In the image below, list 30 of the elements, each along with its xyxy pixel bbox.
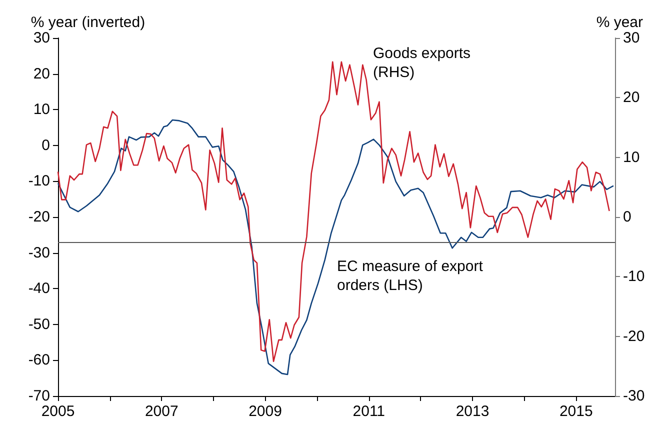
y-tick-label: -20: [28, 208, 50, 226]
y2-tick-label: 10: [623, 148, 640, 166]
y-tick-label: 10: [33, 101, 50, 118]
x-tick-label: 2005: [41, 403, 75, 420]
y2-tick-label: -20: [623, 328, 645, 345]
line-series: [57, 119, 614, 376]
y2-tick-label: 0: [623, 208, 632, 226]
y-tick-label: -70: [28, 388, 50, 404]
y2-tick-label: 20: [623, 89, 640, 106]
y2-tick-label: -10: [623, 268, 645, 286]
x-tick-label: 2015: [559, 403, 593, 420]
y-tick-label: 20: [33, 65, 50, 82]
x-tick-label: 2009: [248, 403, 282, 420]
y2-axis-title: % year: [596, 14, 643, 31]
y-tick-label: 0: [42, 136, 50, 154]
y-tick-label: -30: [28, 244, 50, 262]
y-axis-title: % year (inverted): [30, 14, 146, 31]
y-tick-label: -60: [28, 352, 50, 369]
y2-tick-label: 30: [623, 30, 640, 46]
x-tick-label: 2011: [352, 403, 386, 420]
line-series: [57, 61, 610, 362]
x-tick-label: 2007: [144, 403, 178, 420]
series-label: Goods exports (RHS): [373, 45, 475, 81]
series-label: EC measure of export orders (LHS): [337, 258, 488, 294]
y2-tick-label: -30: [623, 388, 645, 404]
y-tick-label: -10: [28, 172, 50, 190]
y-tick-label: -40: [28, 280, 50, 298]
y-tick-label: -50: [28, 316, 50, 333]
y-tick-label: 30: [33, 30, 50, 46]
x-tick-label: 2013: [456, 403, 490, 420]
